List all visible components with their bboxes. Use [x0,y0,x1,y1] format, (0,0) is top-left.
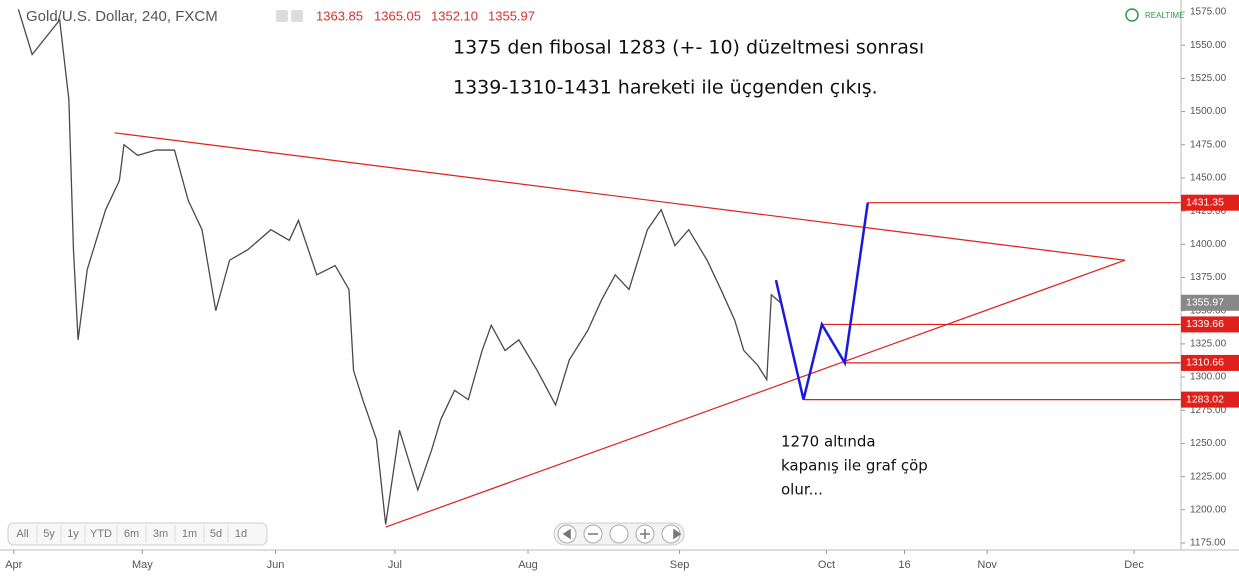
level-label-box [1181,194,1239,211]
x-tick-label: Sep [670,559,690,571]
projection [774,202,870,400]
x-tick-label: Aug [518,559,538,571]
annotation: 1375 den fibosal 1283 (+- 10) düzeltmesi… [453,37,924,59]
level-label: 1310.66 [1186,357,1224,369]
symbol: Gold/U.S. Dollar, 240, FXCM [26,8,218,25]
realtime-icon [1125,8,1139,22]
ohlc-open: 1363.85 [316,8,363,23]
note: kapanış ile graf çöp [781,457,928,475]
nav-buttons [553,522,685,546]
y-tick-label: 1550.00 [1190,40,1227,51]
last-price: 1355.97 [1186,297,1224,309]
range-button[interactable]: 1m [182,528,197,540]
range-buttons: All 5y 1y YTD 6m 3m 1m 5d 1d [7,522,268,546]
ohlc-close: 1355.97 [488,8,535,23]
nav-icons [562,528,682,540]
range-button[interactable]: 3m [153,528,168,540]
y-tick-label: 1475.00 [1190,139,1227,150]
y-tick-label: 1575.00 [1190,7,1227,18]
y-tick-label: 1325.00 [1190,339,1227,350]
y-tick-label: 1175.00 [1190,538,1226,549]
trendline [114,132,1125,261]
y-tick-label: 1275.00 [1190,405,1227,416]
x-tick-label: May [132,559,153,571]
y-tick-label: 1400.00 [1190,239,1227,250]
y-tick-label: 1300.00 [1190,372,1227,383]
level-label: 1283.02 [1186,393,1224,405]
annotation: 1339-1310-1431 hareketi ile üçgenden çık… [453,77,878,99]
y-tick-label: 1200.00 [1190,504,1227,515]
y-tick-label: 1350.00 [1190,305,1227,316]
range-group [7,522,268,546]
eye-icon[interactable] [276,10,288,22]
x-tick-label: Dec [1124,559,1144,571]
price-line [17,9,781,525]
reset[interactable] [609,524,629,544]
y-tick-label: 1225.00 [1190,471,1227,482]
x-tick-label: Jun [267,559,285,571]
x-tick-label: Apr [5,559,22,571]
level-label-box [1181,316,1239,333]
y-tick-label: 1500.00 [1190,106,1227,117]
realtime: REALTIME [1145,11,1184,20]
level-label-box [1181,354,1239,371]
note: olur... [781,481,823,499]
x-tick-label: 16 [898,559,910,571]
range-button[interactable]: 5d [210,528,222,540]
y-tick-label: 1450.00 [1190,173,1227,184]
level-label: 1339.66 [1186,318,1224,330]
ohlc-high: 1365.05 [374,8,421,23]
range-button[interactable]: 5y [43,528,55,540]
y-tick-label: 1425.00 [1190,206,1227,217]
level-label-box [1181,391,1239,408]
y-tick-label: 1250.00 [1190,438,1227,449]
ohlc-low: 1352.10 [431,8,478,23]
last-price-box [1181,294,1239,311]
trendline [385,259,1126,528]
y-tick-label: 1525.00 [1190,73,1227,84]
range-button[interactable]: 1d [235,528,247,540]
range-button[interactable]: All [16,528,28,540]
plot-area [17,9,1181,528]
x-tick-label: Jul [388,559,402,571]
x-tick-label: Nov [977,559,997,571]
range-button[interactable]: YTD [90,528,112,540]
range-button[interactable]: 1y [67,528,79,540]
y-tick-label: 1375.00 [1190,272,1227,283]
settings-icon[interactable] [291,10,303,22]
note: 1270 altında [781,433,876,451]
level-label: 1431.35 [1186,196,1224,208]
x-tick-label: Oct [818,559,835,571]
range-button[interactable]: 6m [124,528,139,540]
